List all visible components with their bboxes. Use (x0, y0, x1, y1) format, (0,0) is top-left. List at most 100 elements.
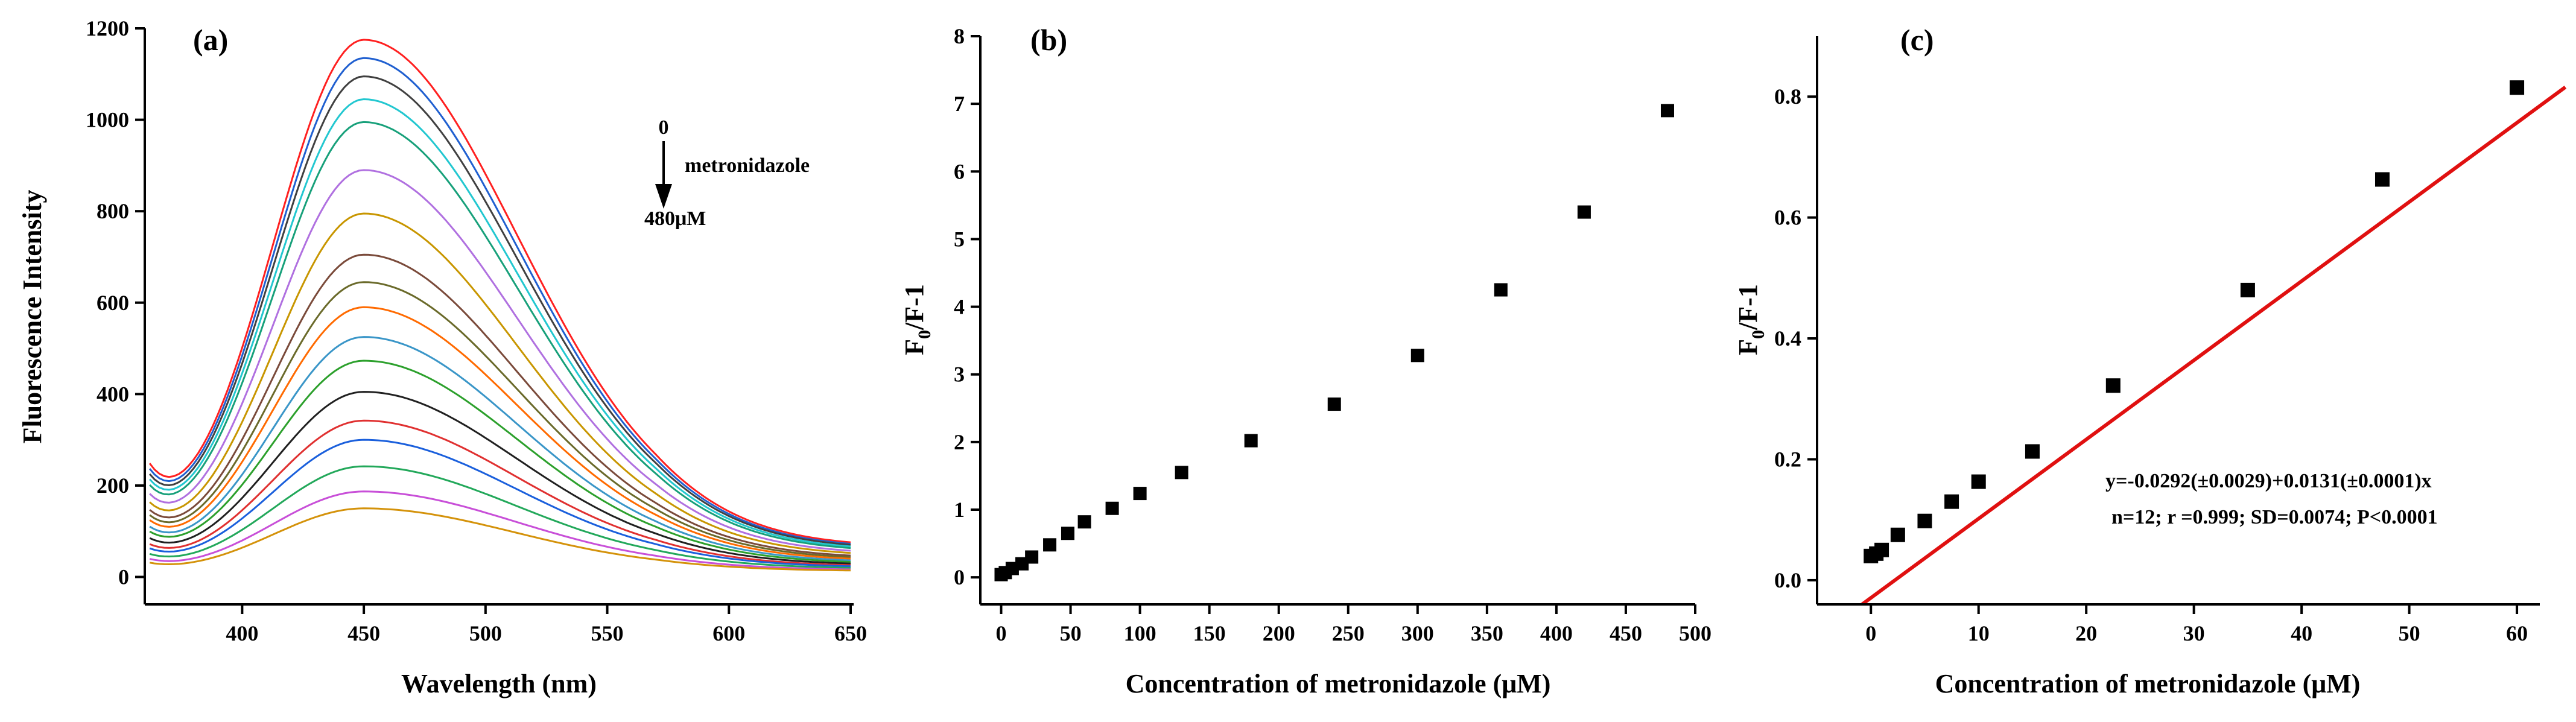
x-tick-label: 0 (996, 621, 1007, 645)
panel-c-y-axis-label: F0/F-1 (1733, 284, 1768, 355)
data-point (1874, 542, 1889, 557)
y-tick-label: 3 (954, 363, 965, 387)
y-tick-label: 4 (954, 295, 965, 319)
spectrum-curve (149, 359, 851, 563)
x-tick-label: 250 (1332, 621, 1365, 645)
x-tick-label: 500 (469, 621, 502, 645)
panel-c-y-label-sub: 0 (1748, 330, 1768, 339)
panel-b-stern-volmer: 0 50 100 150 200 250 300 350 400 450 500012345678 … (899, 23, 1712, 698)
data-point (2025, 444, 2040, 459)
spectrum-curve (149, 212, 851, 554)
y-tick-label: 7 (954, 92, 965, 116)
panel-b-y-label-rest: /F-1 (899, 284, 929, 331)
x-tick-label: 10 (1968, 621, 1990, 645)
y-tick-label: 0.4 (1774, 326, 1801, 350)
panel-c-x-axis-label: Concentration of metronidazole (μM) (1935, 669, 2361, 698)
data-point (1327, 397, 1341, 411)
x-tick-label: 40 (2291, 621, 2312, 645)
panel-c-ticks: 0 10 20 30 40 50 60 0.0 0.2 0.4 0.6 0.8 (1774, 84, 2528, 645)
x-tick-label: 650 (834, 621, 867, 645)
y-tick-label: 0.2 (1774, 447, 1801, 471)
y-tick-label: 1000 (86, 108, 129, 132)
annotation-start: 0 (659, 116, 669, 139)
panel-a-ticks: 400 450 500 550 600 650 0 200 400 600 800 1000 1200 (86, 16, 867, 645)
data-point (1043, 538, 1057, 552)
spectrum-curve (148, 57, 851, 545)
data-point (1244, 434, 1258, 448)
data-point (1494, 283, 1508, 297)
data-point (2510, 80, 2525, 95)
panel-b-y-axis-label: F0/F-1 (899, 284, 934, 355)
data-point (1410, 349, 1424, 363)
data-point (1077, 515, 1091, 529)
y-tick-label: 600 (97, 291, 129, 315)
x-tick-label: 450 (1610, 621, 1642, 645)
spectrum-curve (149, 306, 851, 560)
x-tick-label: 200 (1263, 621, 1295, 645)
annotation-compound: metronidazole (685, 154, 810, 177)
data-point (1917, 513, 1932, 528)
panel-b-y-label-main: F (899, 339, 929, 355)
data-point (1025, 550, 1039, 564)
spectrum-curve (149, 439, 851, 568)
panel-a-spectra-curves (148, 39, 851, 572)
panel-a-y-axis-label: Fluorescence Intensity (17, 190, 47, 444)
y-tick-label: 8 (954, 24, 965, 48)
spectrum-curve (148, 75, 851, 546)
y-tick-label: 1 (954, 498, 965, 522)
x-tick-label: 60 (2506, 621, 2528, 645)
spectrum-curve (149, 121, 851, 549)
y-tick-label: 200 (97, 473, 129, 498)
data-point (1971, 474, 1986, 489)
spectrum-curve (149, 490, 851, 571)
x-tick-label: 350 (1471, 621, 1503, 645)
panel-a-quench-annotation: 0 metronidazole 480μM (644, 116, 810, 230)
x-tick-label: 550 (591, 621, 624, 645)
y-tick-label: 0.6 (1774, 206, 1801, 230)
data-point (1890, 527, 1905, 542)
panel-a-x-axis-label: Wavelength (nm) (401, 669, 597, 698)
x-tick-label: 150 (1193, 621, 1226, 645)
panel-c-fit-equation: y=-0.0292(±0.0029)+0.0131(±0.0001)x (2105, 470, 2432, 492)
spectrum-curve (149, 465, 851, 569)
data-point (1105, 501, 1119, 515)
x-tick-label: 50 (1060, 621, 1082, 645)
panel-a-fluorescence-spectra: 400 450 500 550 600 650020040060080010001200 … (17, 16, 867, 698)
spectrum-curve (149, 419, 851, 566)
x-tick-label: 500 (1679, 621, 1712, 645)
panel-c-y-label-rest: /F-1 (1733, 284, 1763, 331)
y-tick-label: 2 (954, 430, 965, 454)
data-point (1133, 487, 1147, 501)
x-tick-label: 300 (1401, 621, 1434, 645)
spectrum-curve (148, 39, 851, 543)
panel-b-data-points (994, 104, 1674, 581)
data-point (1660, 104, 1674, 118)
x-tick-label: 100 (1124, 621, 1156, 645)
panel-b-ticks: 0 50 100 150 200 250 300 350 400 450 500 0 1 2 3 4 5 6 7 8 (954, 24, 1712, 645)
panel-c-data-points (1864, 80, 2525, 563)
data-point (2240, 282, 2255, 297)
spectrum-curve (149, 98, 851, 548)
data-point (2105, 378, 2121, 393)
panel-b-x-axis-label: Concentration of metronidazole (μM) (1126, 669, 1551, 698)
x-tick-label: 400 (226, 621, 258, 645)
panel-b-y-label-sub: 0 (915, 330, 934, 339)
panel-c-linear-fit: 0 10 20 30 40 50 60 0.0 0.2 0.4 0.6 0.8 (c) Concent… (1733, 23, 2567, 698)
y-tick-label: 0.8 (1774, 84, 1801, 109)
x-tick-label: 600 (712, 621, 745, 645)
panel-c-y-label-main: F (1733, 339, 1763, 355)
arrow-down-icon (655, 184, 672, 209)
y-tick-label: 5 (954, 227, 965, 251)
spectrum-curve (149, 253, 851, 557)
y-tick-label: 0 (118, 565, 129, 589)
y-tick-label: 6 (954, 159, 965, 183)
y-tick-label: 400 (97, 382, 129, 406)
x-tick-label: 20 (2075, 621, 2097, 645)
data-point (1061, 527, 1074, 540)
data-point (1944, 494, 1959, 509)
panel-c-label: (c) (1900, 23, 1934, 57)
y-tick-label: 0 (954, 565, 965, 589)
panel-c-fit-stats: n=12; r =0.999; SD=0.0074; P<0.0001 (2111, 506, 2438, 528)
panel-a-label: (a) (193, 23, 228, 57)
data-point (2375, 172, 2390, 187)
